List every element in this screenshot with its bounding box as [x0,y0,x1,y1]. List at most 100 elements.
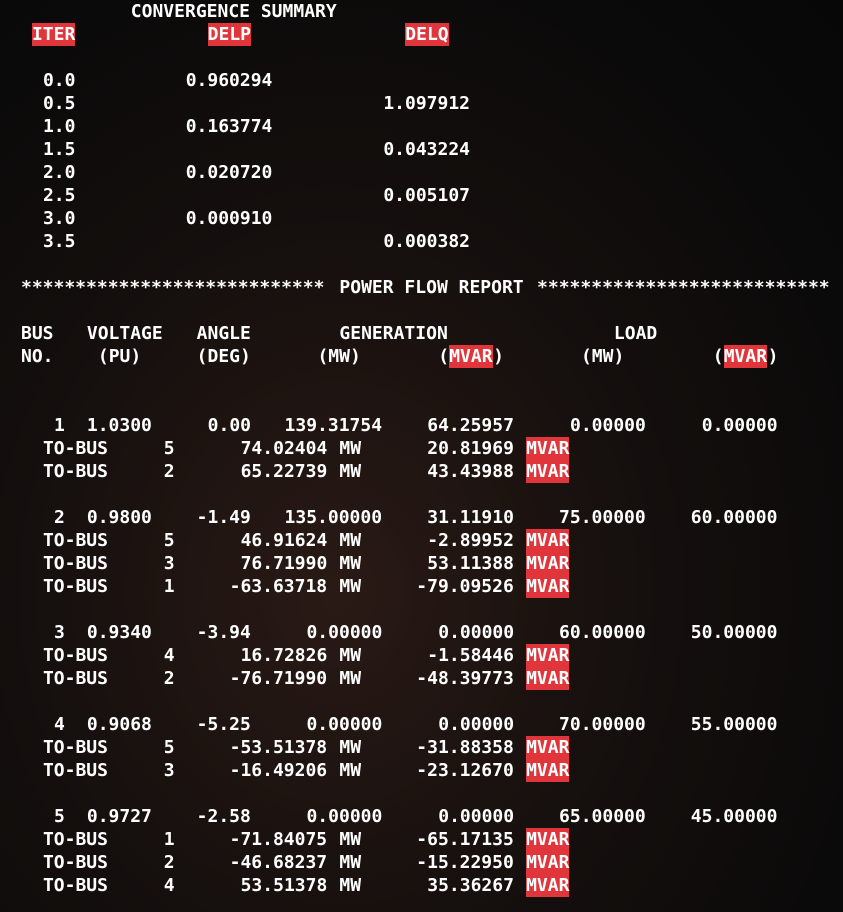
flow-mvar: 53.11388 [427,553,514,574]
flow-mw: 46.91624 [240,530,328,551]
to-bus-number: 1 [163,829,175,850]
flow-mw: -76.71990 [229,668,328,689]
mvar-unit: MVAR [526,759,570,782]
flow-mw: 65.22739 [240,461,328,482]
flow-mvar: 43.43988 [427,461,514,482]
iter-value: 1.5 [42,139,76,160]
mw-unit: MW [339,852,362,873]
load-mvar: 60.00000 [690,507,778,528]
deg-header: (DEG) [196,346,251,367]
bus-voltage: 0.9800 [86,507,152,528]
flow-mw: 76.71990 [240,553,328,574]
power-flow-banner: **************************** POWER FLOW R… [0,276,843,299]
load-mvar: 55.00000 [690,714,778,735]
flow-mvar: -2.89952 [427,530,514,551]
convergence-row: 2.0 0.020720 [0,161,843,184]
to-bus-label: TO-BUS [42,461,108,482]
mw-unit: MW [339,553,362,574]
convergence-row: 3.0 0.000910 [0,207,843,230]
delq-value: 1.097912 [383,93,471,114]
to-bus-number: 2 [163,668,175,689]
line-flow-row: TO-BUS 1 -71.84075 MW -65.17135 MVAR [0,828,843,851]
bus-number: 2 [53,507,65,528]
voltage-header: VOLTAGE [86,323,163,344]
to-bus-label: TO-BUS [42,875,108,896]
bus-row: 4 0.9068 -5.25 0.00000 0.00000 70.00000 55.000… [0,713,843,736]
bus-voltage: 0.9340 [86,622,152,643]
line-flow-row: TO-BUS 3 76.71990 MW 53.11388 MVAR [0,552,843,575]
mw-unit: MW [339,645,362,666]
generation-header: GENERATION [339,323,448,344]
to-bus-number: 2 [163,852,175,873]
load-mw: 60.00000 [559,622,646,643]
iter-value: 3.5 [42,231,76,252]
bus-angle: -5.25 [196,714,251,735]
mw-unit: MW [339,576,362,597]
angle-header: ANGLE [196,323,251,344]
generation-mvar: 0.00000 [438,806,515,827]
generation-mw: 0.00000 [306,622,383,643]
to-bus-number: 4 [163,875,175,896]
delq-header: DELQ [405,23,449,46]
banner-stars-left: **************************** [21,277,325,298]
bus-voltage: 1.0300 [86,415,152,436]
iter-value: 2.5 [42,185,76,206]
delq-value: 0.000382 [383,231,471,252]
bus-row: 5 0.9727 -2.58 0.00000 0.00000 65.00000 45.000… [0,805,843,828]
mw-unit: MW [339,668,362,689]
to-bus-number: 5 [163,737,175,758]
mw-unit: MW [339,438,362,459]
load-mvar: 0.00000 [701,415,778,436]
load-mvar: 50.00000 [690,622,778,643]
line-flow-row: TO-BUS 4 53.51378 MW 35.36267 MVAR [0,874,843,897]
flow-mw: -46.68237 [229,852,328,873]
convergence-title-line: CONVERGENCE SUMMARY [0,0,843,23]
load-mvar: 45.00000 [690,806,778,827]
bus-voltage: 0.9727 [86,806,152,827]
line-flow-row: TO-BUS 4 16.72826 MW -1.58446 MVAR [0,644,843,667]
to-bus-label: TO-BUS [42,553,108,574]
convergence-row: 2.5 0.005107 [0,184,843,207]
convergence-row: 1.0 0.163774 [0,115,843,138]
gen-mvar-paren: ( [438,346,450,367]
flow-mvar: -15.22950 [416,852,514,873]
to-bus-number: 5 [163,530,175,551]
generation-mvar: 31.11910 [427,507,514,528]
bus-number: 4 [53,714,65,735]
mw-unit: MW [339,760,362,781]
convergence-row: 0.5 1.097912 [0,92,843,115]
generation-mw: 135.00000 [284,507,383,528]
flow-mw: 74.02404 [240,438,328,459]
mvar-unit: MVAR [526,529,570,552]
line-flow-row: TO-BUS 2 65.22739 MW 43.43988 MVAR [0,460,843,483]
load-mw: 70.00000 [559,714,646,735]
mvar-unit: MVAR [526,828,570,851]
flow-mvar: -1.58446 [427,645,514,666]
to-bus-label: TO-BUS [42,438,108,459]
mvar-unit: MVAR [526,736,570,759]
generation-mw: 0.00000 [306,714,383,735]
delp-header: DELP [207,23,252,46]
bus-angle: 0.00 [207,415,252,436]
convergence-row: 1.5 0.043224 [0,138,843,161]
generation-mvar: 64.25957 [427,415,514,436]
line-flow-row: TO-BUS 1 -63.63718 MW -79.09526 MVAR [0,575,843,598]
delp-value: 0.000910 [185,208,273,229]
to-bus-label: TO-BUS [42,829,108,850]
convergence-row: 3.5 0.000382 [0,230,843,253]
iter-value: 0.0 [42,70,76,91]
flow-mvar: 35.36267 [427,875,514,896]
bus-row: 1 1.0300 0.00 139.31754 64.25957 0.00000 0.000… [0,414,843,437]
flow-mw: 16.72826 [240,645,328,666]
flow-mvar: -48.39773 [416,668,514,689]
gen-mvar-header: MVAR [449,345,493,368]
mvar-unit: MVAR [526,667,570,690]
flow-mw: 53.51378 [240,875,328,896]
bus-angle: -3.94 [196,622,251,643]
gen-mvar-paren: ) [493,346,504,367]
bus-number: 1 [53,415,65,436]
convergence-header-line: ITER DELP DELQ [0,23,843,46]
delp-value: 0.960294 [185,70,273,91]
line-flow-row: TO-BUS 3 -16.49206 MW -23.12670 MVAR [0,759,843,782]
